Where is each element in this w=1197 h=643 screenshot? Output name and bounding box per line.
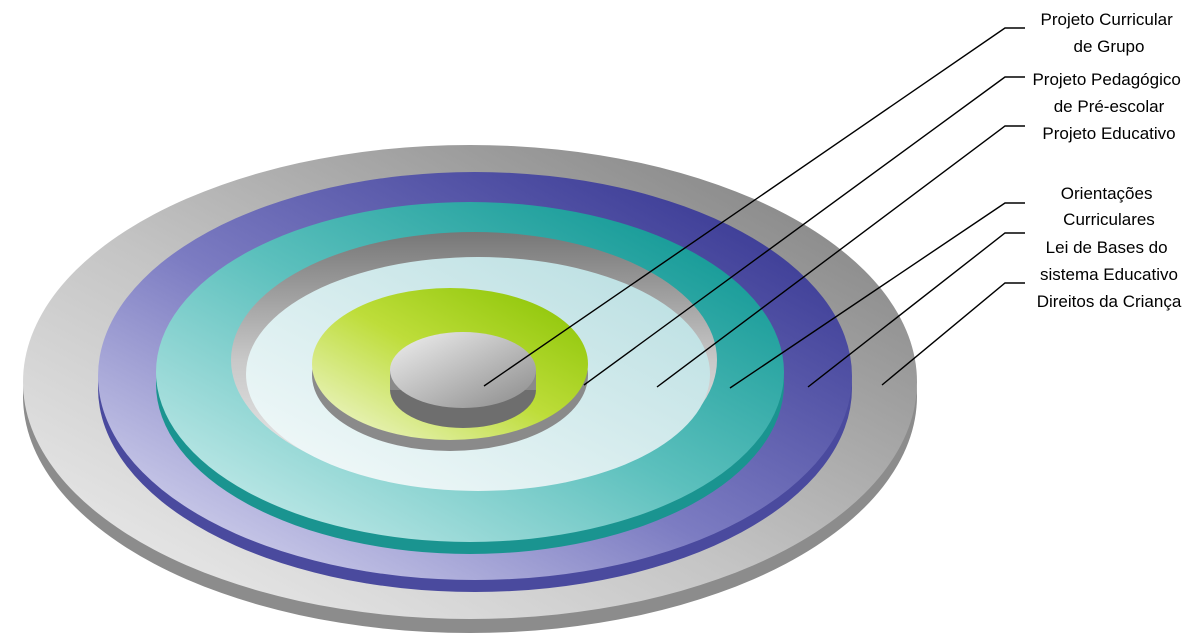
label-lei-de-bases: Lei de Bases do sistema Educativo: [1040, 238, 1178, 284]
leader-line-direitos-crianca: [881, 282, 1025, 386]
label-orientacoes: Orientações Curriculares: [1061, 184, 1157, 229]
leader-line-lei-de-bases: [807, 232, 1025, 388]
leader-line-orientacoes: [729, 202, 1025, 389]
label-direitos-crianca: Direitos da Criança: [1037, 292, 1182, 311]
label-projeto-educativo: Projeto Educativo: [1042, 124, 1175, 143]
leader-line-projeto-pedagogico: [583, 76, 1025, 386]
label-projeto-pedagogico: Projeto Pedagógico de Pré-escolar: [1032, 70, 1185, 116]
layer-labels: Projeto Curricular de Grupo Projeto Peda…: [1032, 10, 1185, 311]
label-projeto-curricular: Projeto Curricular de Grupo: [1041, 10, 1178, 56]
leader-lines: [483, 27, 1025, 389]
ring-projeto-curricular: [390, 332, 536, 428]
leader-line-projeto-educativo: [656, 125, 1025, 388]
leader-line-projeto-curricular: [483, 27, 1025, 387]
